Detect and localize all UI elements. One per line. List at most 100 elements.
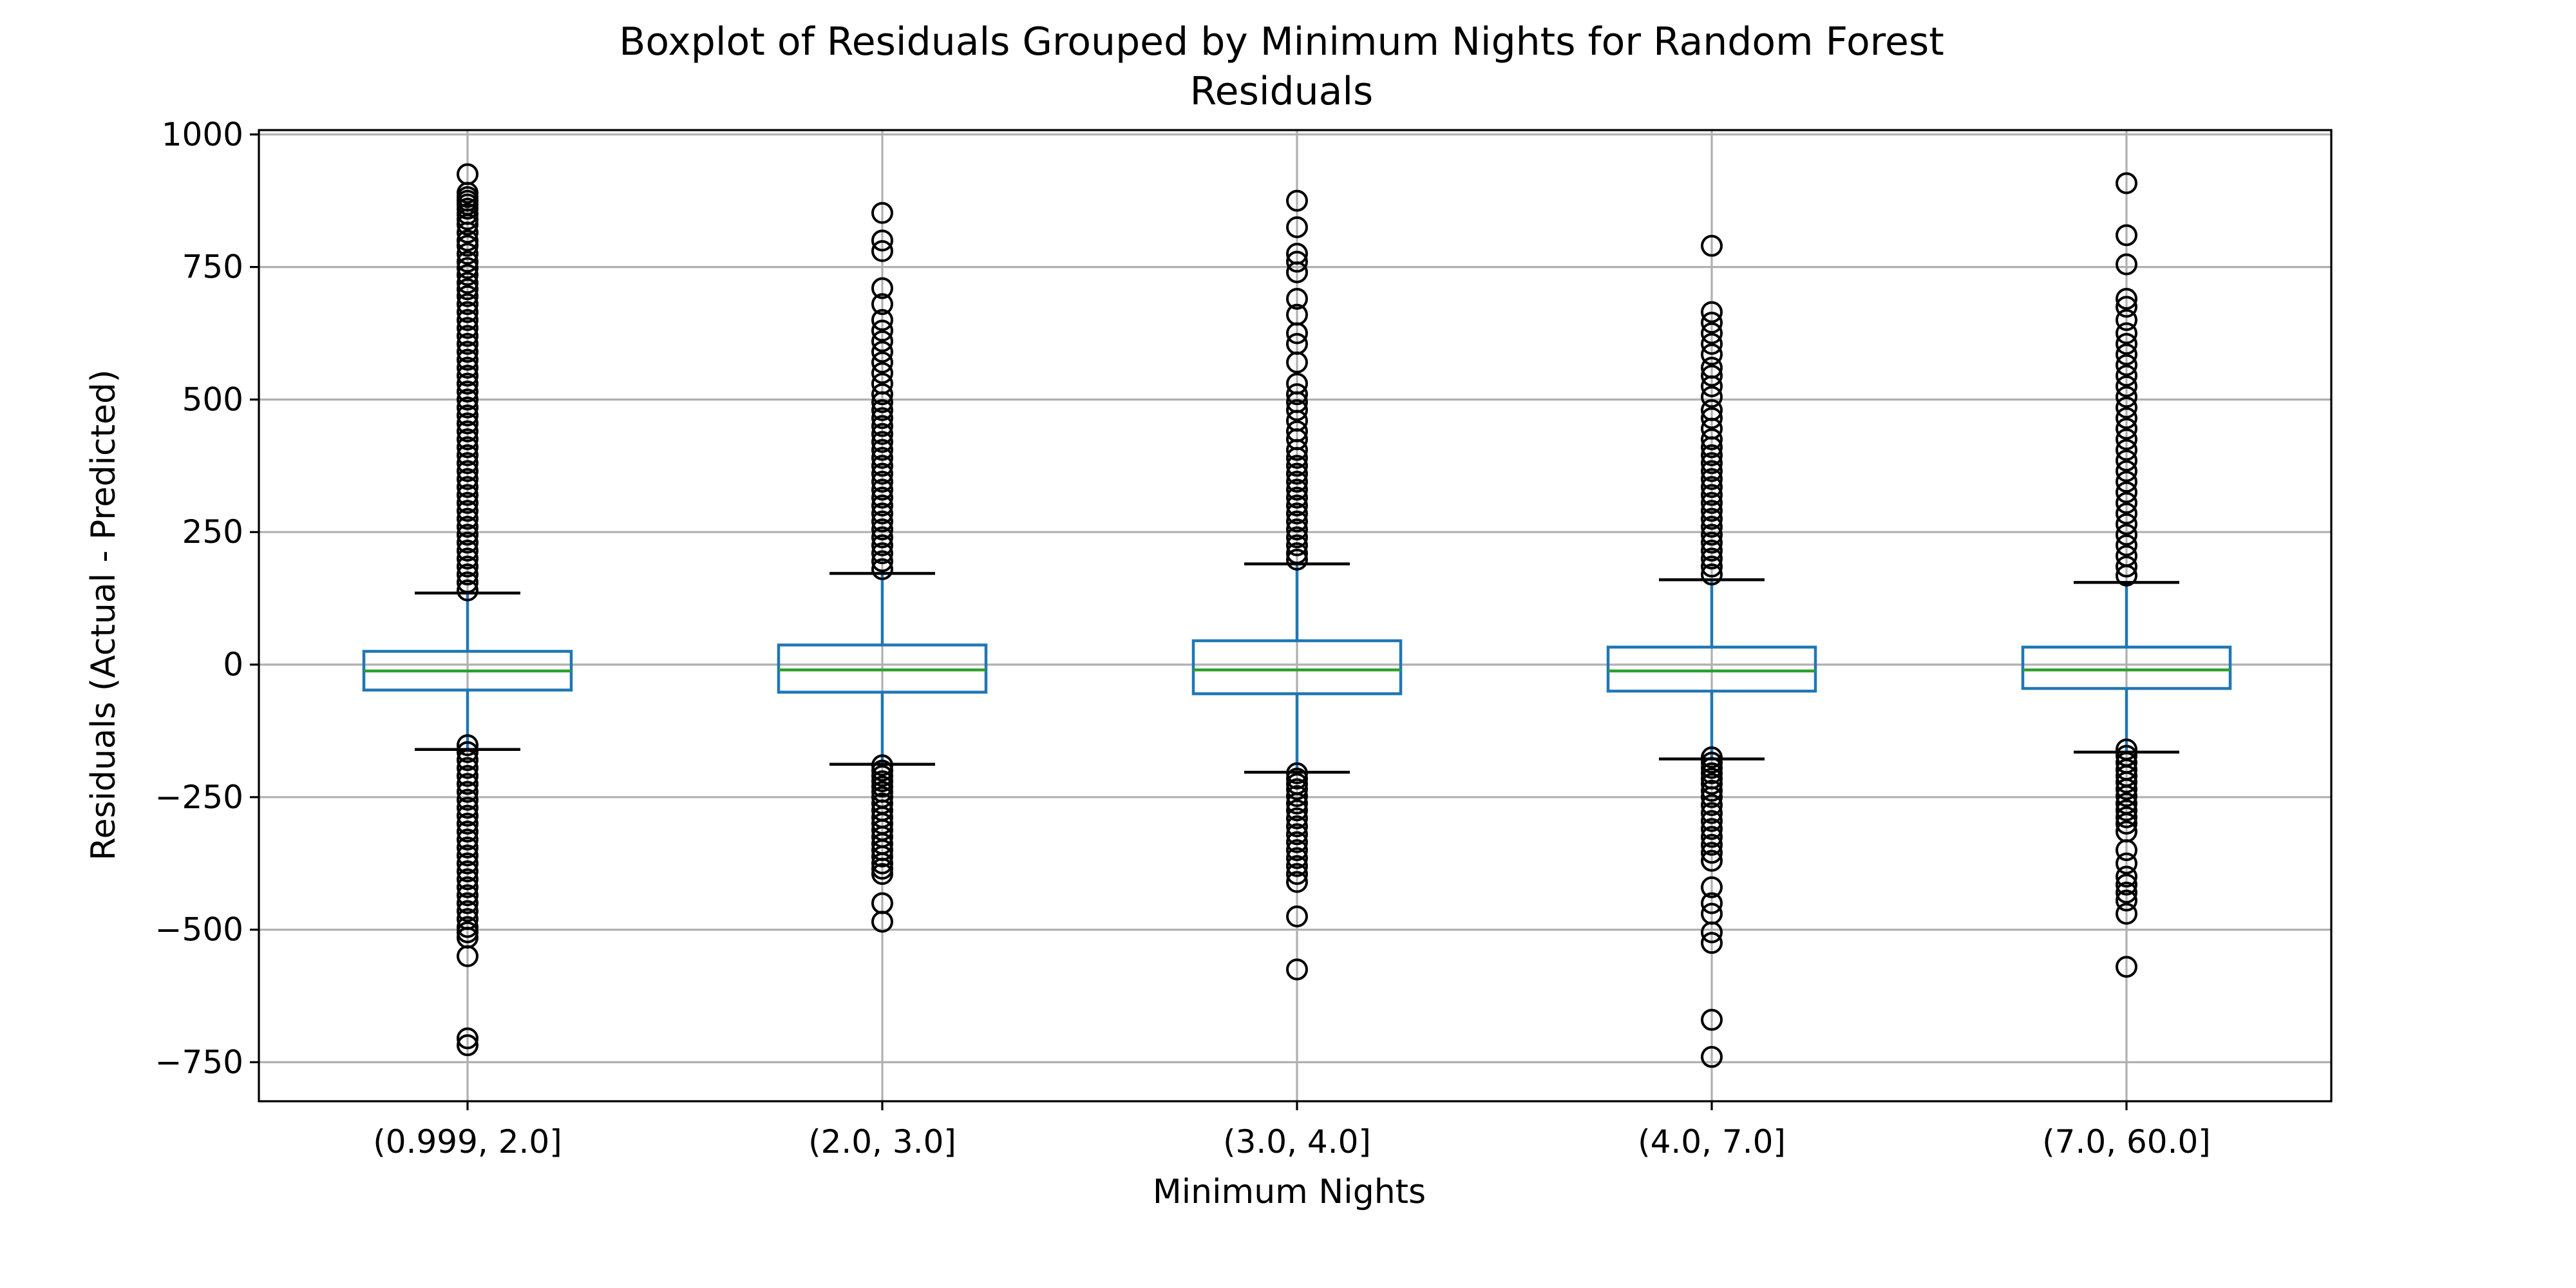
- outlier-point: [1701, 507, 1723, 530]
- outlier-point: [1286, 470, 1308, 493]
- outlier-point: [2116, 564, 2137, 587]
- box-group: [777, 572, 988, 766]
- outlier-point: [1286, 399, 1308, 421]
- outlier-point: [1286, 526, 1308, 549]
- outlier-point: [457, 515, 478, 538]
- outlier-point: [2116, 889, 2137, 912]
- outlier-point: [2116, 513, 2137, 535]
- outlier-point: [1701, 752, 1723, 774]
- outlier-point: [1701, 460, 1723, 482]
- outlier-point: [871, 446, 893, 469]
- outlier-point: [1286, 815, 1308, 838]
- outlier-point: [871, 852, 893, 875]
- y-tick-label: −750: [155, 1043, 243, 1081]
- y-tick-label: −250: [155, 779, 243, 816]
- outlier-point: [2116, 308, 2137, 331]
- outlier-point: [457, 460, 478, 482]
- outlier-point: [1286, 847, 1308, 869]
- outlier-point: [1286, 807, 1308, 829]
- outlier-point: [871, 415, 893, 437]
- outlier-point: [457, 476, 478, 498]
- outlier-point: [871, 383, 893, 406]
- outlier-point: [2116, 866, 2137, 888]
- outlier-point: [457, 837, 478, 859]
- outlier-point: [457, 372, 478, 395]
- outlier-point: [871, 431, 893, 453]
- outlier-point: [1286, 478, 1308, 501]
- outlier-point: [457, 332, 478, 355]
- x-tick-label: (3.0, 4.0]: [1223, 1123, 1371, 1160]
- outlier-point: [457, 555, 478, 578]
- outlier-point: [457, 945, 478, 967]
- outlier-point: [457, 251, 478, 273]
- outlier-point: [1701, 444, 1723, 466]
- outlier-point: [2116, 481, 2137, 504]
- outlier-point: [457, 278, 478, 301]
- outlier-point: [457, 507, 478, 530]
- outlier-point: [457, 916, 478, 938]
- outlier-point: [871, 764, 893, 787]
- outlier-point: [1286, 518, 1308, 541]
- outlier-point: [2116, 839, 2137, 862]
- outlier-point: [457, 325, 478, 347]
- outlier-point: [2116, 812, 2137, 835]
- outlier-point: [2116, 778, 2137, 800]
- outlier-point: [2116, 386, 2137, 408]
- outlier-point: [1701, 555, 1723, 578]
- outlier-point: [2116, 172, 2137, 194]
- outlier-point: [871, 399, 893, 421]
- outlier-point: [457, 412, 478, 435]
- outlier-point: [457, 564, 478, 586]
- outlier-point: [1286, 905, 1308, 928]
- outlier-point: [457, 229, 478, 252]
- outlier-point: [1701, 452, 1723, 475]
- outlier-point: [871, 857, 893, 880]
- outlier-point: [457, 860, 478, 883]
- outlier-point: [871, 330, 893, 352]
- outlier-point: [457, 500, 478, 522]
- outlier-point: [457, 571, 478, 594]
- x-tick-label: (0.999, 2.0]: [373, 1123, 562, 1160]
- outlier-point: [457, 208, 478, 231]
- outlier-point: [1701, 301, 1723, 323]
- outlier-point: [457, 272, 478, 294]
- flier-layer: [457, 163, 2137, 1068]
- outlier-point: [1701, 1009, 1723, 1031]
- outlier-point: [1286, 792, 1308, 815]
- outlier-point: [457, 436, 478, 459]
- outlier-point: [871, 240, 893, 262]
- outlier-point: [1701, 468, 1723, 490]
- outlier-point: [457, 812, 478, 835]
- outlier-point: [2116, 253, 2137, 276]
- box-group: [1606, 578, 1817, 761]
- outlier-point: [871, 455, 893, 477]
- outlier-point: [457, 900, 478, 922]
- outlier-point: [1701, 343, 1723, 366]
- outlier-point: [871, 341, 893, 363]
- outlier-point: [1701, 876, 1723, 898]
- outlier-point: [871, 277, 893, 299]
- box-group: [2021, 581, 2232, 754]
- outlier-point: [1701, 322, 1723, 345]
- outlier-point: [457, 741, 478, 763]
- outlier-point: [457, 852, 478, 875]
- outlier-point: [1286, 534, 1308, 556]
- outlier-point: [2116, 771, 2137, 793]
- y-tick-label: 0: [223, 646, 243, 683]
- outlier-point: [457, 547, 478, 570]
- chart-title-line-1: Boxplot of Residuals Grouped by Minimum …: [619, 19, 1944, 64]
- outlier-point: [457, 749, 478, 772]
- outlier-point: [1286, 510, 1308, 533]
- outlier-point: [457, 198, 478, 220]
- outlier-point: [871, 775, 893, 798]
- outlier-point: [1701, 365, 1723, 387]
- outlier-point: [1286, 287, 1308, 310]
- outlier-point: [1701, 833, 1723, 856]
- outlier-point: [1701, 491, 1723, 514]
- outlier-point: [457, 257, 478, 279]
- box-layer: [362, 562, 2232, 774]
- outlier-point: [2116, 417, 2137, 440]
- outlier-point: [2116, 785, 2137, 808]
- outlier-point: [1701, 407, 1723, 430]
- y-tick-label: 750: [182, 249, 243, 286]
